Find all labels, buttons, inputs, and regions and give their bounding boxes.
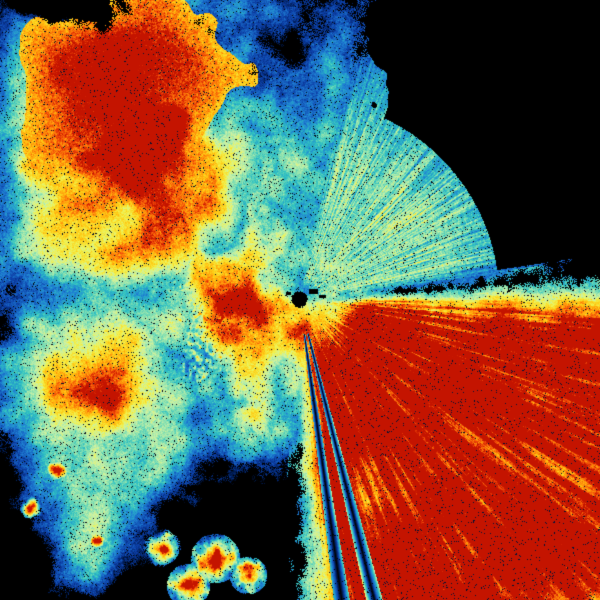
false-color-scientific-image — [0, 0, 600, 600]
image-canvas-container: Radial false-color intensity map on blac… — [0, 0, 600, 600]
